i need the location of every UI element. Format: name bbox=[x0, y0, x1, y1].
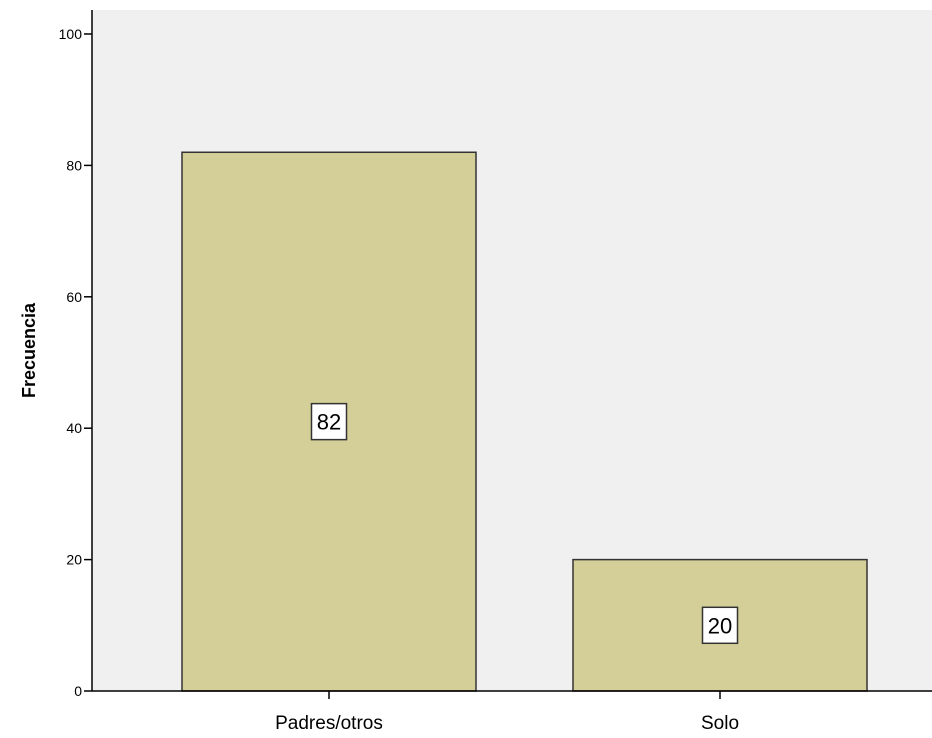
data-label-box bbox=[701, 606, 739, 645]
y-tick-label: 0 bbox=[74, 683, 82, 699]
y-tick-label: 40 bbox=[66, 420, 82, 436]
data-label: 20 bbox=[701, 606, 739, 645]
data-label-box bbox=[310, 402, 348, 441]
y-tick-label: 60 bbox=[66, 289, 82, 305]
y-tick-label: 100 bbox=[59, 26, 83, 42]
data-label: 82 bbox=[310, 402, 348, 441]
x-tick-label: Solo bbox=[701, 713, 739, 734]
data-label-text: 20 bbox=[708, 613, 732, 638]
y-axis-title: Frecuencia bbox=[19, 302, 39, 398]
y-tick-label: 20 bbox=[66, 552, 82, 568]
y-tick-label: 80 bbox=[66, 157, 82, 173]
data-label-text: 82 bbox=[317, 410, 341, 435]
x-tick-label: Padres/otros bbox=[275, 713, 383, 734]
